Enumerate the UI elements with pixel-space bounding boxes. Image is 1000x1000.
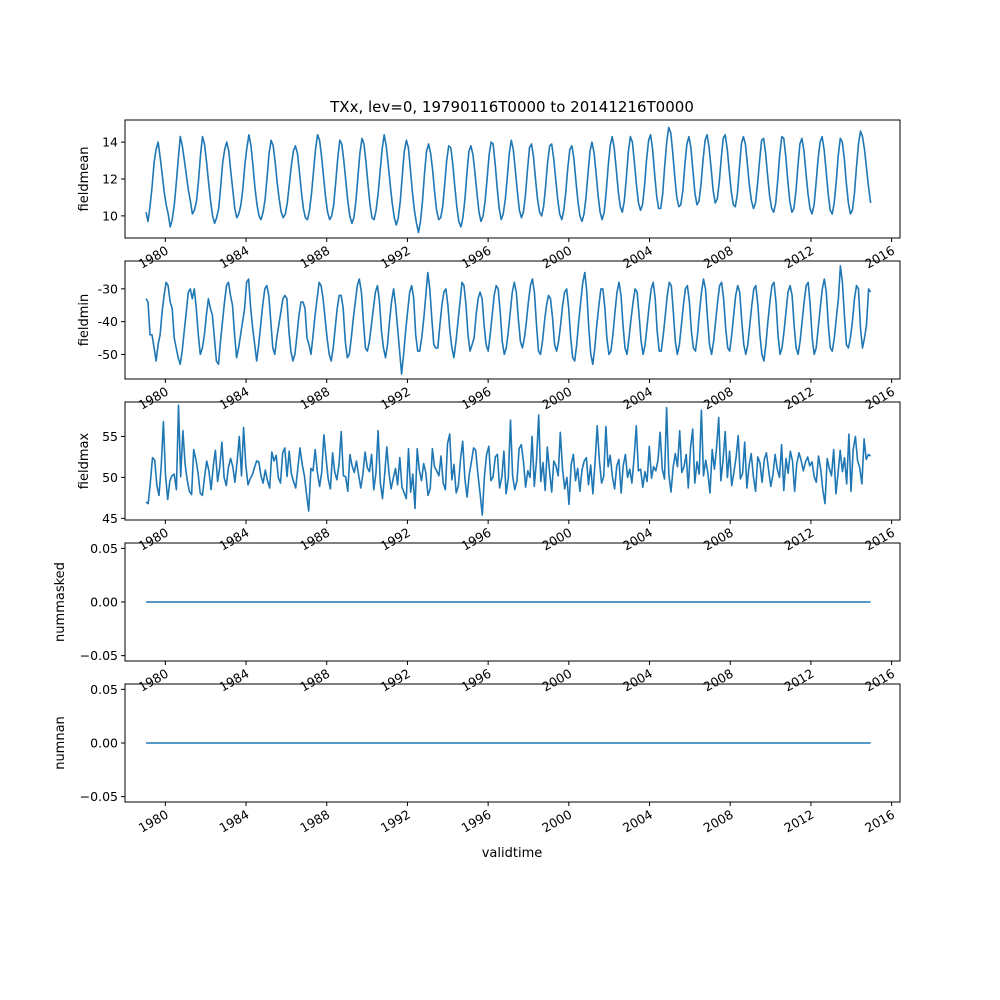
- y-axis-label: fieldmax: [77, 433, 92, 490]
- axes-frame: [124, 401, 901, 521]
- figure-title: TXx, lev=0, 19790116T0000 to 20141216T00…: [329, 98, 694, 116]
- y-tick-label: 55: [102, 429, 118, 444]
- x-axis-label: validtime: [482, 846, 543, 861]
- y-axis-label: fieldmin: [77, 294, 92, 347]
- y-tick-label: −0.05: [80, 648, 118, 663]
- y-tick-label: 12: [102, 172, 118, 187]
- y-tick-label: 0.05: [90, 541, 118, 556]
- axes-frame: [124, 260, 901, 380]
- y-tick-label: -30: [98, 281, 118, 296]
- series-line-fieldmax: [145, 404, 872, 516]
- y-axis-label: nummasked: [53, 562, 68, 642]
- y-tick-label: -50: [98, 347, 118, 362]
- series-line-fieldmean: [145, 126, 872, 234]
- y-tick-label: 50: [102, 470, 118, 485]
- y-tick-label: 0.00: [90, 595, 118, 610]
- y-tick-label: 10: [102, 208, 118, 223]
- y-tick-label: 45: [102, 511, 118, 526]
- y-tick-label: 14: [102, 135, 118, 150]
- y-tick-label: 0.00: [90, 736, 118, 751]
- y-tick-label: −0.05: [80, 789, 118, 804]
- y-axis-label: numnan: [53, 716, 68, 770]
- series-line-fieldmin: [145, 265, 872, 375]
- y-axis-label: fieldmean: [77, 147, 92, 212]
- y-tick-label: 0.05: [90, 682, 118, 697]
- y-tick-label: -40: [98, 314, 118, 329]
